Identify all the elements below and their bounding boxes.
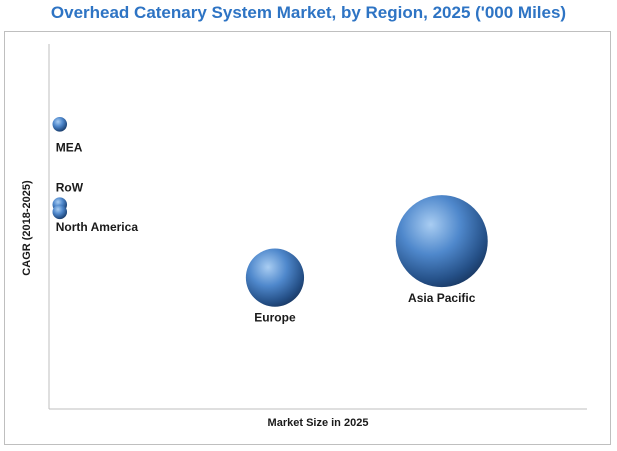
point-label-europe: Europe <box>254 311 296 325</box>
x-axis-label: Market Size in 2025 <box>268 417 369 429</box>
bubble-asia-pacific <box>395 195 488 288</box>
bubbles-group <box>52 117 488 307</box>
chart-title: Overhead Catenary System Market, by Regi… <box>50 3 567 22</box>
bubble-north-america <box>52 204 68 220</box>
point-label-asia-pacific: Asia Pacific <box>408 291 476 305</box>
y-axis-label: CAGR (2018-2025) <box>21 180 33 276</box>
point-label-row: RoW <box>56 181 84 195</box>
chart-frame <box>4 31 611 445</box>
point-label-north-america: North America <box>56 220 139 234</box>
bubble-mea <box>52 117 68 132</box>
point-label-mea: MEA <box>56 140 83 154</box>
bubble-europe <box>245 248 305 307</box>
labels-group: MEA RoW North America Europe Asia Pacific <box>56 140 476 324</box>
